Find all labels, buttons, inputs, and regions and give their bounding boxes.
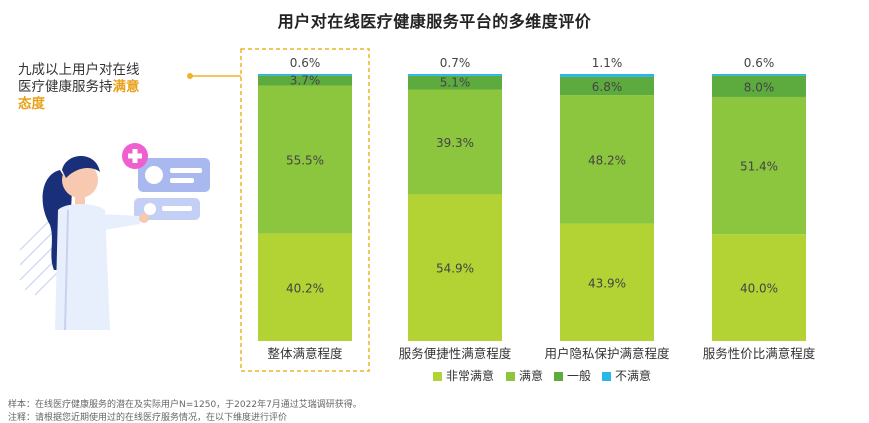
- bar-segment: [258, 233, 352, 341]
- callout-line-1: 九成以上用户对在线: [18, 62, 140, 78]
- legend-label: 满意: [519, 368, 543, 383]
- legend-swatch: [433, 372, 442, 381]
- callout-line-3: 态度: [18, 96, 45, 112]
- chart-title: 用户对在线医疗健康服务平台的多维度评价: [277, 12, 592, 31]
- bar-segment: [712, 75, 806, 97]
- highlight-box: [240, 48, 370, 372]
- category-label: 整体满意程度: [267, 346, 343, 361]
- bar-segment: [258, 74, 352, 76]
- data-label: 0.6%: [290, 56, 321, 70]
- footnote-sample: 样本：在线医疗健康服务的潜在及实际用户N=1250，于2022年7月通过艾瑞调研…: [8, 400, 362, 410]
- bar-segment: [712, 234, 806, 341]
- legend-swatch: [554, 372, 563, 381]
- bar-segment: [560, 95, 654, 224]
- data-label: 5.1%: [440, 76, 471, 90]
- category-label: 服务性价比满意程度: [703, 346, 816, 361]
- legend-swatch: [506, 372, 515, 381]
- bar-segment: [712, 74, 806, 76]
- category-label: 服务便捷性满意程度: [399, 346, 512, 361]
- bar-segment: [408, 89, 502, 195]
- data-label: 55.5%: [286, 154, 324, 168]
- category-label: 用户隐私保护满意程度: [544, 346, 670, 361]
- bar-segment: [712, 96, 806, 235]
- data-label: 1.1%: [592, 56, 623, 70]
- data-label: 54.9%: [436, 262, 474, 276]
- data-label: 40.2%: [286, 281, 324, 295]
- bar-segment: [408, 194, 502, 341]
- doctor-illustration: [20, 143, 210, 330]
- footnote-note: 注释：请根据您近期使用过的在线医疗服务情况，在以下维度进行评价: [8, 413, 288, 423]
- data-label: 51.4%: [740, 160, 778, 174]
- bar-segment: [258, 75, 352, 86]
- legend-label: 不满意: [615, 368, 651, 383]
- data-label: 8.0%: [744, 80, 775, 94]
- legend-swatch: [602, 372, 611, 381]
- bar-segment: [560, 74, 654, 77]
- data-label: 0.6%: [744, 56, 775, 70]
- data-label: 40.0%: [740, 282, 778, 296]
- data-label: 43.9%: [588, 276, 626, 290]
- bar-segment: [560, 223, 654, 341]
- data-label: 3.7%: [290, 74, 321, 88]
- data-label: 48.2%: [588, 153, 626, 167]
- legend-label: 非常满意: [446, 368, 494, 383]
- callout-line-2: 医疗健康服务持满意: [18, 79, 140, 95]
- callout-connector-dot: [187, 73, 193, 79]
- data-label: 39.3%: [436, 136, 474, 150]
- bar-segment: [408, 75, 502, 90]
- bar-segment: [560, 76, 654, 96]
- bar-segment: [258, 85, 352, 234]
- bar-segment: [408, 74, 502, 76]
- legend-label: 一般: [567, 368, 591, 383]
- data-label: 6.8%: [592, 80, 623, 94]
- callout-text: 九成以上用户对在线 医疗健康服务持满意 态度: [18, 62, 178, 113]
- data-label: 0.7%: [440, 56, 471, 70]
